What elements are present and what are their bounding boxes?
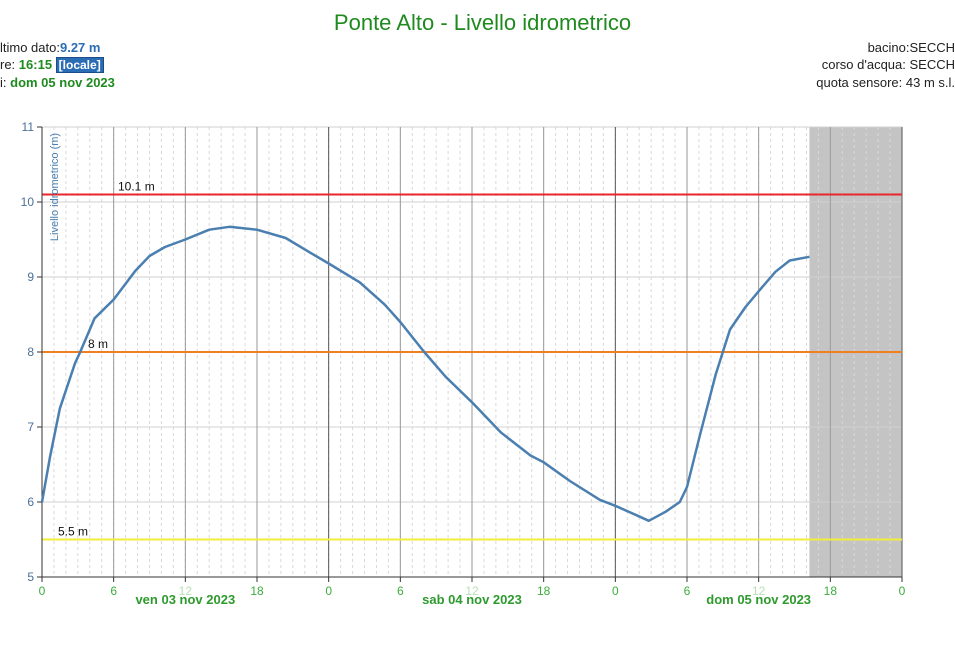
y-axis-label: Livello idrometrico (m) xyxy=(49,133,61,241)
x-tick-label: 0 xyxy=(39,584,46,598)
basin: bacino:SECCH xyxy=(867,40,955,55)
date-label: sab 04 nov 2023 xyxy=(422,592,522,607)
timezone[interactable]: [locale] xyxy=(55,57,104,73)
label: i: xyxy=(0,75,11,90)
last-data: ltimo dato:9.27 m xyxy=(0,40,100,55)
x-tick-label: 18 xyxy=(250,584,264,598)
y-tick-label: 8 xyxy=(27,345,34,359)
x-tick-label: 0 xyxy=(612,584,619,598)
date-label: dom 05 nov 2023 xyxy=(706,592,811,607)
time: re: 16:15 [locale] xyxy=(0,57,104,73)
threshold-label: 8 m xyxy=(88,337,108,351)
x-tick-label: 6 xyxy=(684,584,691,598)
y-tick-label: 5 xyxy=(27,570,34,584)
x-tick-label: 0 xyxy=(325,584,332,598)
date: i: dom 05 nov 2023 xyxy=(0,75,115,90)
label: ltimo dato: xyxy=(0,40,60,55)
x-tick-label: 0 xyxy=(899,584,906,598)
date-label: ven 03 nov 2023 xyxy=(135,592,235,607)
label: re: xyxy=(0,57,19,72)
threshold-label: 5.5 m xyxy=(58,525,88,539)
value: 9.27 m xyxy=(59,40,101,55)
x-tick-label: 18 xyxy=(537,584,551,598)
x-tick-label: 12 xyxy=(179,584,193,598)
y-tick-label: 7 xyxy=(27,420,34,434)
chart-title: Ponte Alto - Livello idrometrico xyxy=(333,10,632,35)
x-tick-label: 12 xyxy=(752,584,766,598)
y-tick-label: 10 xyxy=(21,195,35,209)
river: corso d'acqua: SECCH xyxy=(821,57,955,72)
y-tick-label: 11 xyxy=(22,120,35,134)
threshold-label: 10.1 m xyxy=(118,180,155,194)
value: dom 05 nov 2023 xyxy=(10,75,115,90)
x-tick-label: 18 xyxy=(824,584,838,598)
x-tick-label: 12 xyxy=(465,584,479,598)
y-tick-label: 9 xyxy=(27,270,34,284)
y-tick-label: 6 xyxy=(27,495,34,509)
value: 16:15 xyxy=(18,57,53,72)
altitude: quota sensore: 43 m s.l. xyxy=(816,75,955,90)
x-tick-label: 6 xyxy=(110,584,117,598)
level-line xyxy=(40,225,810,523)
x-tick-label: 6 xyxy=(397,584,404,598)
